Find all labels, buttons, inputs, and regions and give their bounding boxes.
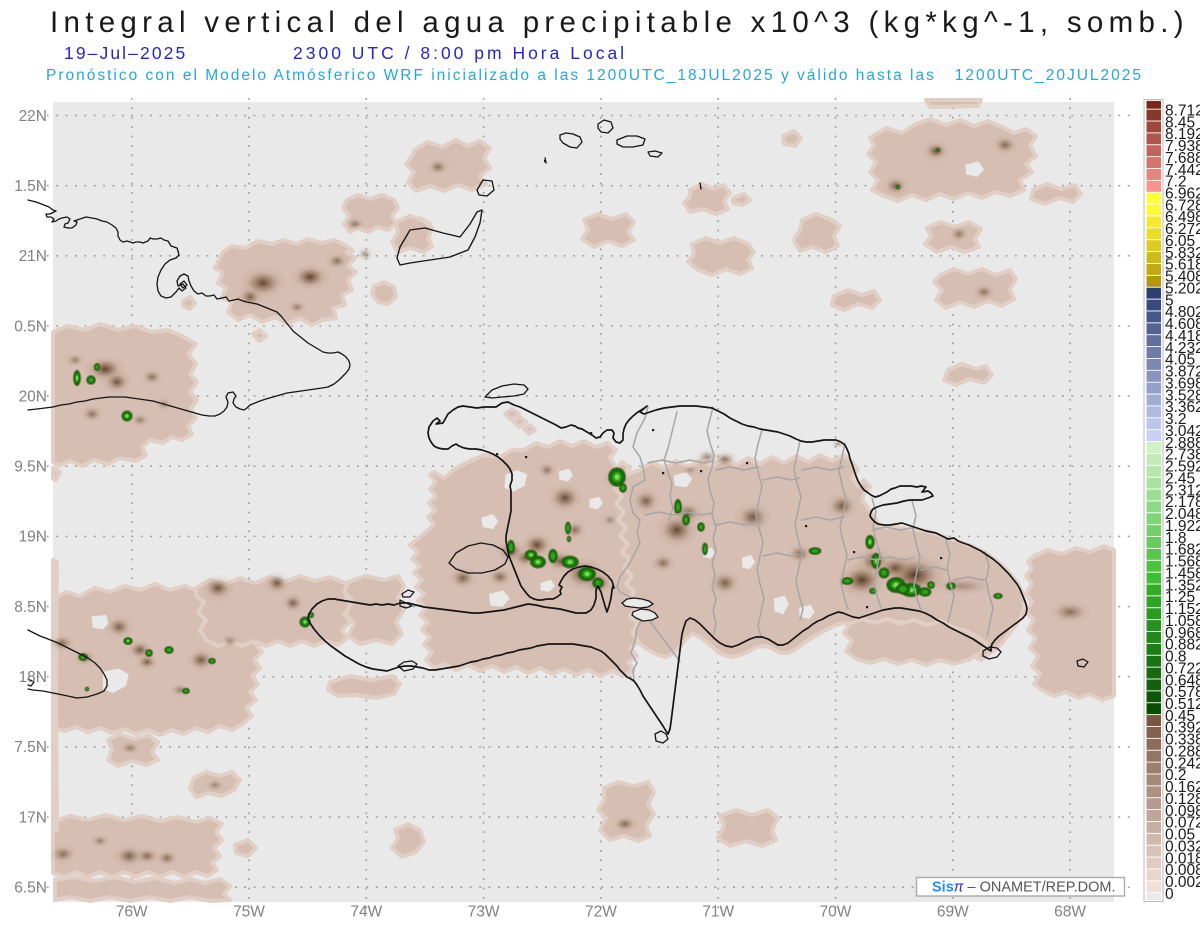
svg-text:0.128: 0.128 xyxy=(1165,791,1200,808)
svg-text:7.442: 7.442 xyxy=(1165,162,1200,179)
svg-text:8.192: 8.192 xyxy=(1165,126,1200,143)
svg-text:1.922: 1.922 xyxy=(1165,518,1200,535)
svg-text:22N: 22N xyxy=(19,108,47,125)
svg-text:0.45: 0.45 xyxy=(1165,708,1195,725)
svg-text:0.098: 0.098 xyxy=(1165,803,1200,820)
svg-text:6.728: 6.728 xyxy=(1165,197,1200,214)
svg-text:0.072: 0.072 xyxy=(1165,815,1200,832)
svg-text:19N: 19N xyxy=(19,529,47,546)
svg-text:68W: 68W xyxy=(1054,904,1086,921)
svg-text:3.362: 3.362 xyxy=(1165,399,1200,416)
svg-text:1.458: 1.458 xyxy=(1165,565,1200,582)
svg-text:0.8: 0.8 xyxy=(1165,649,1187,666)
svg-text:0: 0 xyxy=(1165,886,1174,903)
svg-text:0.05: 0.05 xyxy=(1165,827,1195,844)
svg-text:17N: 17N xyxy=(19,809,47,826)
svg-text:7.688: 7.688 xyxy=(1165,150,1200,167)
svg-text:0.648: 0.648 xyxy=(1165,672,1200,689)
svg-text:8.712: 8.712 xyxy=(1165,102,1200,119)
svg-text:3.2: 3.2 xyxy=(1165,411,1187,428)
svg-text:5.832: 5.832 xyxy=(1165,245,1200,262)
svg-text:9.5N: 9.5N xyxy=(14,459,47,476)
svg-text:20N: 20N xyxy=(19,388,47,405)
svg-text:19–Jul–2025: 19–Jul–2025 xyxy=(64,43,187,63)
svg-text:7.938: 7.938 xyxy=(1165,138,1200,155)
svg-text:2.312: 2.312 xyxy=(1165,482,1200,499)
svg-text:75W: 75W xyxy=(233,904,265,921)
svg-text:2.048: 2.048 xyxy=(1165,506,1200,523)
svg-text:0.018: 0.018 xyxy=(1165,850,1200,867)
svg-text:0.392: 0.392 xyxy=(1165,720,1200,737)
svg-text:0.722: 0.722 xyxy=(1165,660,1200,677)
svg-text:0.288: 0.288 xyxy=(1165,744,1200,761)
svg-text:Sisπ – ONAMET/REP.DOM.: Sisπ – ONAMET/REP.DOM. xyxy=(932,880,1116,896)
svg-text:6.498: 6.498 xyxy=(1165,209,1200,226)
svg-text:70W: 70W xyxy=(820,904,852,921)
svg-text:0.162: 0.162 xyxy=(1165,779,1200,796)
svg-text:Integral vertical del agua pre: Integral vertical del agua precipitable … xyxy=(50,6,1189,39)
svg-text:1.152: 1.152 xyxy=(1165,601,1200,618)
svg-text:76W: 76W xyxy=(116,904,148,921)
svg-text:4.802: 4.802 xyxy=(1165,304,1200,321)
svg-text:4.418: 4.418 xyxy=(1165,328,1200,345)
svg-text:18N: 18N xyxy=(19,669,47,686)
svg-text:1.682: 1.682 xyxy=(1165,542,1200,559)
svg-text:2.178: 2.178 xyxy=(1165,494,1200,511)
svg-text:74W: 74W xyxy=(350,904,382,921)
svg-text:71W: 71W xyxy=(702,904,734,921)
svg-text:Pronóstico con el Modelo Atmós: Pronóstico con el Modelo Atmósferico WRF… xyxy=(46,67,1143,84)
svg-text:1.25: 1.25 xyxy=(1165,589,1195,606)
svg-text:4.608: 4.608 xyxy=(1165,316,1200,333)
svg-text:6.272: 6.272 xyxy=(1165,221,1200,238)
svg-text:2.45: 2.45 xyxy=(1165,470,1195,487)
svg-text:1.058: 1.058 xyxy=(1165,613,1200,630)
svg-text:6.962: 6.962 xyxy=(1165,186,1200,203)
svg-text:3.698: 3.698 xyxy=(1165,376,1200,393)
svg-text:4.05: 4.05 xyxy=(1165,352,1195,369)
svg-text:8.45: 8.45 xyxy=(1165,114,1195,131)
svg-text:6.05: 6.05 xyxy=(1165,233,1195,250)
svg-text:0.002: 0.002 xyxy=(1165,874,1200,891)
svg-text:5.618: 5.618 xyxy=(1165,257,1200,274)
svg-text:4.232: 4.232 xyxy=(1165,340,1200,357)
svg-text:5: 5 xyxy=(1165,292,1174,309)
svg-text:72W: 72W xyxy=(585,904,617,921)
svg-text:3.042: 3.042 xyxy=(1165,423,1200,440)
svg-text:1.8: 1.8 xyxy=(1165,530,1187,547)
svg-text:0.968: 0.968 xyxy=(1165,625,1200,642)
svg-text:8.5N: 8.5N xyxy=(14,599,47,616)
svg-text:0.512: 0.512 xyxy=(1165,696,1200,713)
svg-text:6.5N: 6.5N xyxy=(14,880,47,897)
svg-text:5.202: 5.202 xyxy=(1165,281,1200,298)
svg-text:0.338: 0.338 xyxy=(1165,732,1200,749)
svg-text:21N: 21N xyxy=(19,248,47,265)
svg-text:1.5N: 1.5N xyxy=(14,178,47,195)
svg-text:0.882: 0.882 xyxy=(1165,637,1200,654)
svg-text:1.568: 1.568 xyxy=(1165,554,1200,571)
svg-text:2300 UTC / 8:00 pm Hora Local: 2300 UTC / 8:00 pm Hora Local xyxy=(293,43,627,63)
svg-text:3.528: 3.528 xyxy=(1165,387,1200,404)
svg-text:69W: 69W xyxy=(937,904,969,921)
svg-text:3.872: 3.872 xyxy=(1165,364,1200,381)
svg-text:0.578: 0.578 xyxy=(1165,684,1200,701)
svg-text:2.592: 2.592 xyxy=(1165,459,1200,476)
svg-text:1.352: 1.352 xyxy=(1165,577,1200,594)
svg-text:0.008: 0.008 xyxy=(1165,862,1200,879)
svg-text:5.408: 5.408 xyxy=(1165,269,1200,286)
svg-text:0.5N: 0.5N xyxy=(14,318,47,335)
svg-text:0.242: 0.242 xyxy=(1165,755,1200,772)
svg-text:7.2: 7.2 xyxy=(1165,174,1187,191)
svg-text:73W: 73W xyxy=(468,904,500,921)
svg-text:2.888: 2.888 xyxy=(1165,435,1200,452)
svg-text:2.738: 2.738 xyxy=(1165,447,1200,464)
svg-text:0.2: 0.2 xyxy=(1165,767,1187,784)
svg-text:7.5N: 7.5N xyxy=(14,739,47,756)
svg-text:0.032: 0.032 xyxy=(1165,839,1200,856)
